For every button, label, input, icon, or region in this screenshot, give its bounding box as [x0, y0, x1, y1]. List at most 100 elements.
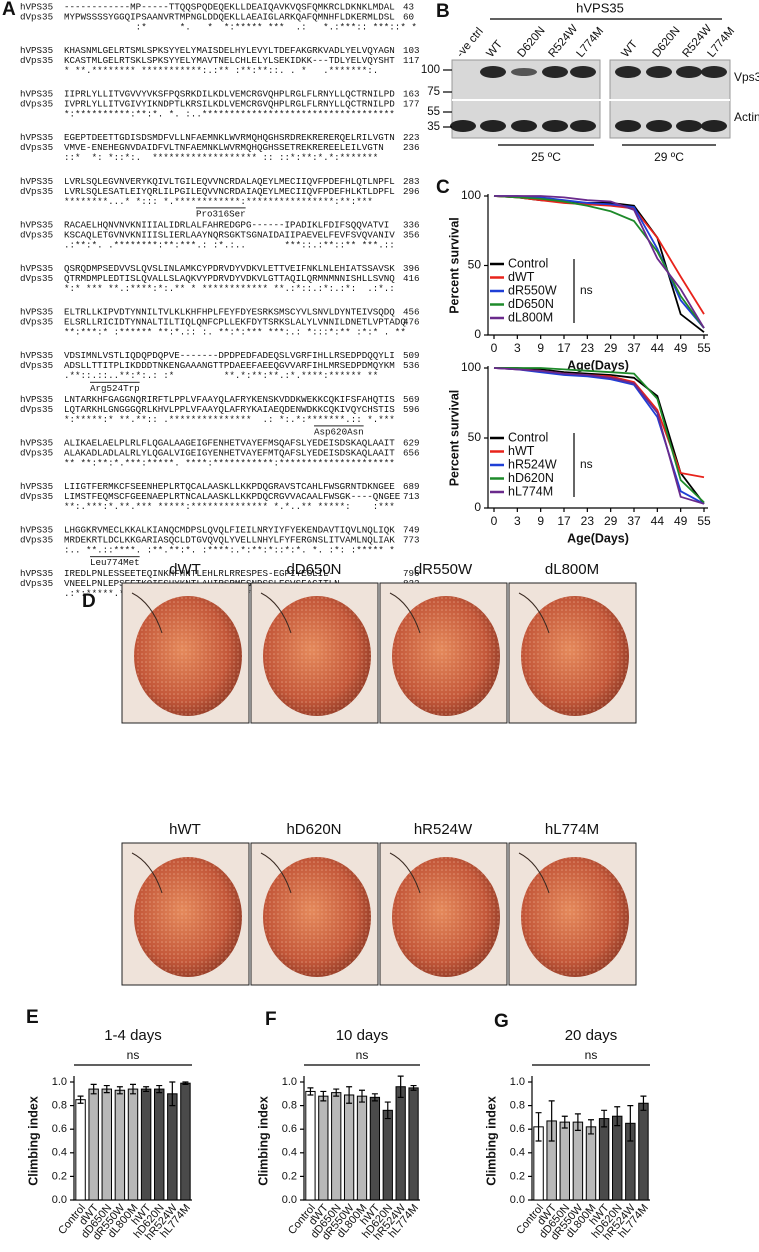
sequence: EGEPTDEETTGDISDSMDFVLLNFAEMNKLWVRMQHQGHS…: [64, 132, 395, 143]
photo-label: dR550W: [414, 561, 473, 578]
bristle: [260, 852, 292, 894]
bar: [585, 1126, 597, 1201]
survival-line: [494, 367, 705, 504]
panel-letter: A: [2, 0, 16, 20]
sequence: KHASNMLGELRTSMLSPKSYYELYMAISDELHYLEVYLTD…: [64, 45, 395, 56]
error-bar: [574, 1113, 581, 1131]
y-tick-label: 1.0: [510, 1076, 525, 1088]
legend-label: hR524W: [508, 457, 557, 471]
bar: [612, 1115, 623, 1201]
y-axis-label: Climbing index: [26, 1096, 40, 1186]
eye-facets: [521, 857, 629, 977]
bar: [343, 1094, 355, 1201]
y-tick-label: 50: [468, 258, 482, 272]
photo-label: hWT: [169, 821, 201, 838]
error-bar: [77, 1095, 84, 1104]
sequence: ALAKADLADLALRLYLQGALVIGEIGYENHETVAYEFMTQ…: [64, 447, 395, 458]
sequence-end: 223: [403, 132, 420, 143]
sequence-name: dVps35: [20, 404, 53, 415]
y-tick-label: 0.4: [510, 1147, 525, 1159]
panel-letter: F: [265, 1009, 277, 1030]
error-bar: [384, 1101, 391, 1120]
temp-label: 29 ºC: [654, 150, 684, 164]
error-bar: [535, 1112, 542, 1142]
sequence: MRDEKRTLDCLKKGARIASQCLDTGVQVQLYVELLNHYLF…: [64, 535, 395, 546]
eye-facets: [392, 857, 500, 977]
chart-title: 20 days: [565, 1027, 618, 1044]
sequence-end: 60: [403, 11, 414, 22]
legend-label: dD650N: [508, 297, 554, 311]
band-vps35: [542, 66, 568, 78]
photo-label: hD620N: [286, 821, 341, 838]
sequence: LVRLSQLESATLEIYQRLILPGILEQVVNCRDAIAQEYLM…: [64, 186, 395, 197]
sequence-name: dVps35: [20, 186, 53, 197]
consensus: .:**:*. .********:**:***.: :*.:.. ***::.…: [64, 239, 395, 250]
sequence-name: hVPS35: [20, 525, 53, 536]
bar: [356, 1095, 368, 1201]
error-bar: [397, 1075, 404, 1098]
x-tick-label: 29: [604, 514, 618, 528]
x-tick-label: 9: [537, 341, 544, 355]
annotation: ns: [127, 1048, 140, 1062]
sequence-end: 689: [403, 481, 420, 492]
error-bar: [333, 1088, 340, 1097]
consensus: :.. **.::****. :**.**:*. :****:.*:**:*::…: [64, 545, 395, 556]
band-actin: [570, 120, 596, 132]
consensus: **:***:* :****** **:*.:: :. **:*:*** ***…: [64, 327, 406, 338]
sequence-end: 117: [403, 55, 420, 66]
sequence-name: hVPS35: [20, 132, 53, 143]
error-bar: [410, 1084, 417, 1091]
bar: [638, 1102, 649, 1201]
sequence-name: hVPS35: [20, 263, 53, 274]
sequence-name: hVPS35: [20, 307, 53, 318]
mutation-label: Pro316Ser: [196, 208, 246, 219]
y-tick-label: 1.0: [52, 1076, 67, 1088]
bar: [318, 1095, 329, 1201]
sequence-name: hVPS35: [20, 394, 53, 405]
x-axis-label: Age(Days): [567, 358, 629, 372]
sequence-name: hVPS35: [20, 219, 53, 230]
sequence: MYPWSSSSYGGQIPSAANVRTMPNGLDDQEKLLAEAIGLA…: [64, 11, 395, 22]
y-tick-label: 0.2: [282, 1170, 297, 1182]
sequence: QTRMDMPLEDTISLQVALLSLAQKVYPDRVDYVDKVLGTT…: [64, 273, 395, 284]
sequence-name: dVps35: [20, 578, 53, 589]
band-actin: [646, 120, 672, 132]
mutation-label: Leu774Met: [90, 557, 140, 568]
sequence-name: hVPS35: [20, 45, 53, 56]
sequence-name: hVPS35: [20, 1, 53, 12]
sequence: VDSIMNLVSTLIQDQPDQPVE-------DPDPEDFADEQS…: [64, 350, 395, 361]
bar: [598, 1118, 610, 1201]
bristle: [389, 592, 421, 634]
photo-label: hR524W: [414, 821, 473, 838]
sequence-name: dVps35: [20, 491, 53, 502]
sequence: RACAELHQNVNVKNIIIALIDRLALFAHREDGPG------…: [64, 219, 389, 230]
x-tick-label: 55: [697, 514, 711, 528]
panel-letter: E: [26, 1007, 39, 1028]
y-tick-label: 0.0: [510, 1194, 525, 1206]
sequence: LQTARKHLGNGGGQRLKHVLPPLVFAAYQLAFRYKAIAEQ…: [64, 404, 395, 415]
sequence: ------------MP-----TTQQSPQDEQEKLLDEAIQAV…: [64, 1, 395, 12]
consensus: *:**********:**:*. *. :..***************…: [64, 109, 395, 120]
bristle: [389, 852, 421, 894]
eye-facets: [392, 596, 500, 716]
sequence-end: 596: [403, 404, 420, 415]
bar: [114, 1089, 126, 1201]
panel-letter: G: [494, 1011, 509, 1032]
sequence-name: dVps35: [20, 99, 53, 110]
sequence: KSCAQLETGVNVKNIIISLIERLAAYNQRSGKTSGNAIDA…: [64, 229, 395, 240]
legend-label: hD620N: [508, 471, 554, 485]
eye-facets: [263, 596, 371, 716]
mw-label: 55: [427, 106, 440, 118]
lane-label: WT: [484, 38, 505, 59]
band-vps35: [646, 66, 672, 78]
y-axis-label: Percent survival: [447, 390, 461, 487]
y-tick-label: 0.2: [52, 1170, 67, 1182]
annotation: ns: [585, 1048, 598, 1062]
sequence-name: hVPS35: [20, 568, 53, 579]
mw-label: 35: [427, 121, 440, 133]
y-tick-label: 0: [474, 327, 481, 341]
bar: [408, 1087, 419, 1201]
error-bar: [103, 1084, 110, 1094]
sequence-name: dVps35: [20, 535, 53, 546]
panel-letter: D: [82, 591, 96, 612]
